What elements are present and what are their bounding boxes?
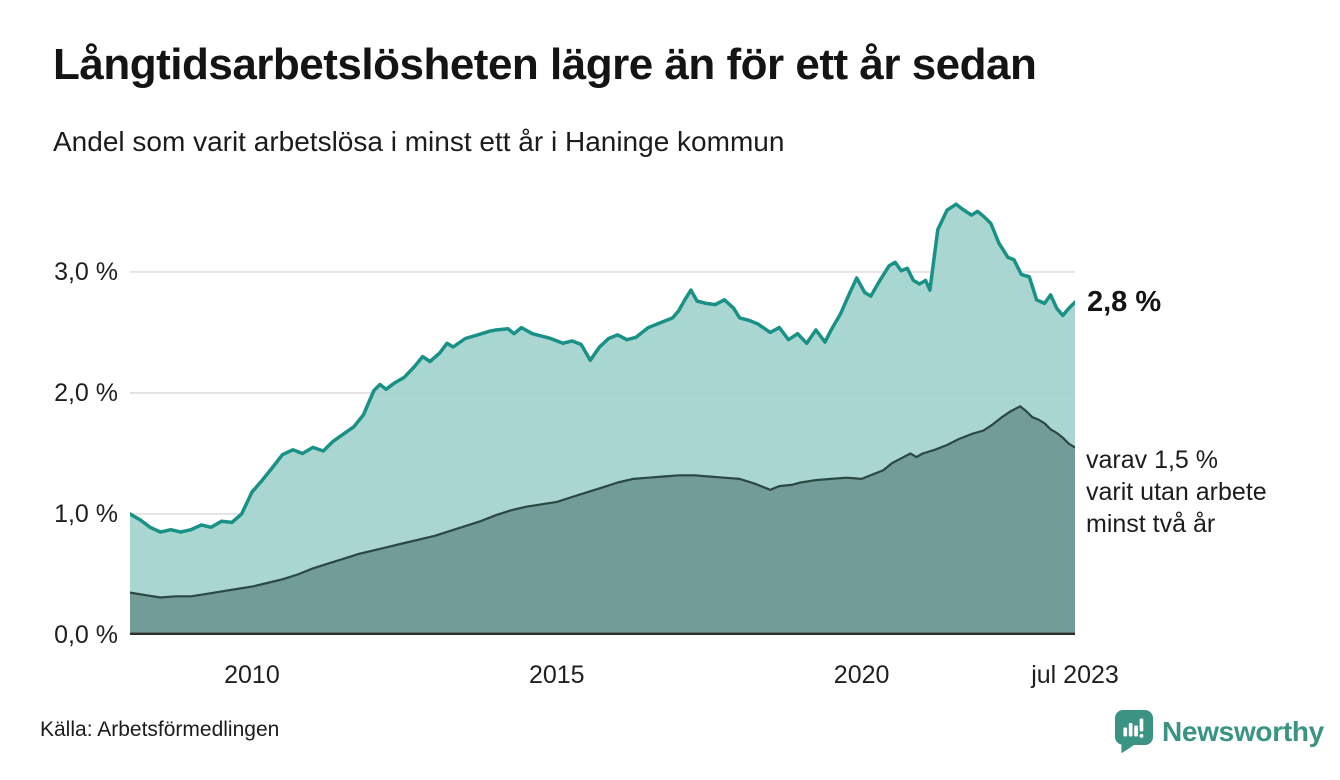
series-area-minst-tva-ar [130,406,1075,635]
y-tick-label: 3,0 % [54,257,118,286]
series-line-minst-tva-ar [130,405,1075,599]
x-tick-label: 2020 [833,661,890,689]
series2-end-value-label: varav 1,5 % varit utan arbete minst två … [1086,446,1267,538]
series1-end-value-label: 2,8 % [1087,286,1162,318]
brand-name: Newsworthy [1162,715,1324,747]
page-title: Långtidsarbetslösheten lägre än för ett … [53,40,1037,89]
newsworthy-logo: Newsworthy [1114,709,1324,754]
area-chart-svg [130,202,1075,635]
y-tick-label: 1,0 % [54,499,118,528]
speech-bubble-bar-chart-icon [1115,710,1153,753]
series-line-minst-ett-ar [130,202,1075,534]
y-tick-label: 0,0 % [54,621,118,649]
x-tick-label: 2010 [224,661,280,689]
x-tick-label: jul 2023 [1031,661,1119,689]
page-subtitle: Andel som varit arbetslösa i minst ett å… [53,126,785,157]
x-tick-label: 2015 [528,661,585,689]
source-note: Källa: Arbetsförmedlingen [40,718,280,741]
y-tick-label: 2,0 % [54,378,118,407]
